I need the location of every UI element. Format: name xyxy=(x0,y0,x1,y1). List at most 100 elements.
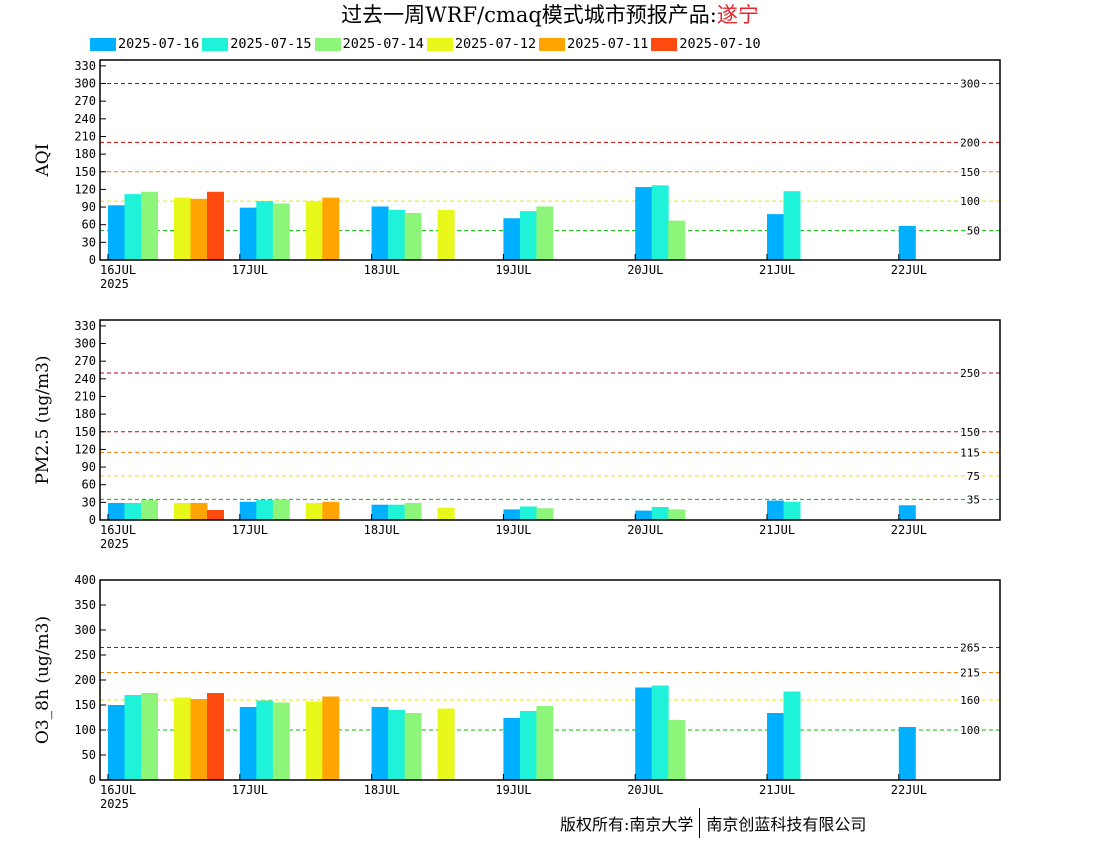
y-axis-label: O3_8h (ug/m3) xyxy=(33,616,53,744)
bar xyxy=(174,197,191,260)
bar xyxy=(305,201,323,260)
bar xyxy=(668,220,686,260)
y-axis-label: PM2.5 (ug/m3) xyxy=(33,355,53,484)
y-tick-label: 400 xyxy=(74,573,96,587)
copyright-right: 南京创蓝科技有限公司 xyxy=(706,815,867,834)
legend-label: 2025-07-14 xyxy=(342,36,424,52)
bar xyxy=(536,706,554,780)
plot-frame xyxy=(99,319,1001,521)
legend-swatch xyxy=(314,37,341,51)
bar xyxy=(767,214,784,260)
bar xyxy=(898,727,916,780)
x-tick-label: 17JUL xyxy=(232,783,268,797)
y-tick-label: 150 xyxy=(74,425,96,439)
legend-item: 2025-07-10 xyxy=(651,36,761,52)
bar xyxy=(108,205,125,260)
chart-title-prefix: 过去一周WRF/cmaq模式城市预报产品: xyxy=(341,3,717,27)
legend-item: 2025-07-16 xyxy=(90,36,199,52)
bar xyxy=(256,700,274,780)
bar xyxy=(190,699,208,780)
copyright: 版权所有:南京大学 南京创蓝科技有限公司 xyxy=(560,808,866,838)
y-tick-label: 60 xyxy=(82,218,96,232)
legend-item: 2025-07-15 xyxy=(202,36,312,52)
legend-swatch xyxy=(426,37,453,51)
y-tick-label: 300 xyxy=(74,337,96,351)
x-tick-label: 16JUL xyxy=(100,523,136,537)
x-tick-label: 22JUL xyxy=(891,523,927,537)
y-tick-label: 30 xyxy=(82,495,96,509)
legend-swatch xyxy=(90,37,116,51)
bar xyxy=(322,696,340,780)
legend-swatch xyxy=(651,37,678,51)
x-tick-label: 21JUL xyxy=(759,263,795,277)
threshold-label: 50 xyxy=(967,225,980,238)
y-tick-label: 90 xyxy=(82,200,96,214)
threshold-label: 265 xyxy=(960,642,980,655)
y-tick-label: 240 xyxy=(74,372,96,386)
y-tick-label: 300 xyxy=(74,623,96,637)
y-tick-label: 90 xyxy=(82,460,96,474)
threshold-label: 35 xyxy=(967,493,980,506)
bar xyxy=(898,505,916,520)
bar xyxy=(519,711,537,780)
bar xyxy=(536,206,554,260)
y-tick-label: 120 xyxy=(74,182,96,196)
legend-label: 2025-07-12 xyxy=(454,36,537,52)
x-tick-label: 20JUL xyxy=(627,783,663,797)
bar xyxy=(207,191,224,260)
bar xyxy=(388,210,406,260)
chart-title: 过去一周WRF/cmaq模式城市预报产品:遂宁 xyxy=(0,0,1100,30)
legend-item: 2025-07-14 xyxy=(314,36,424,52)
y-tick-label: 350 xyxy=(74,598,96,612)
x-tick-label: 16JUL xyxy=(100,263,136,277)
y-tick-label: 210 xyxy=(74,129,96,143)
x-tick-label: 19JUL xyxy=(495,263,531,277)
y-tick-label: 0 xyxy=(89,253,96,267)
bar xyxy=(272,499,290,520)
x-year-label: 2025 xyxy=(100,537,129,551)
x-tick-label: 17JUL xyxy=(232,523,268,537)
bar xyxy=(783,501,801,520)
bar xyxy=(239,501,257,520)
y-tick-label: 30 xyxy=(82,235,96,249)
bar xyxy=(239,207,257,260)
bar xyxy=(207,693,224,780)
threshold-label: 150 xyxy=(960,166,980,179)
threshold-label: 100 xyxy=(960,724,980,737)
bar xyxy=(108,705,125,780)
bar xyxy=(124,695,142,780)
bar xyxy=(371,504,389,520)
bar xyxy=(124,502,142,520)
bar xyxy=(651,507,669,520)
bar xyxy=(503,509,521,520)
y-tick-label: 180 xyxy=(74,407,96,421)
bar xyxy=(256,500,274,520)
x-tick-label: 21JUL xyxy=(759,783,795,797)
bar xyxy=(651,185,669,260)
x-tick-label: 20JUL xyxy=(627,523,663,537)
bar xyxy=(124,194,142,260)
bar xyxy=(767,500,784,520)
y-tick-label: 270 xyxy=(74,94,96,108)
bar xyxy=(141,693,158,780)
bar xyxy=(898,225,916,260)
x-tick-label: 21JUL xyxy=(759,523,795,537)
y-tick-label: 0 xyxy=(89,773,96,787)
y-tick-label: 120 xyxy=(74,442,96,456)
threshold-label: 215 xyxy=(960,667,980,680)
bar xyxy=(437,210,455,260)
bar xyxy=(190,502,208,520)
bar xyxy=(404,212,422,260)
legend-item: 2025-07-11 xyxy=(539,36,648,52)
x-tick-label: 19JUL xyxy=(495,523,531,537)
bar xyxy=(305,701,323,780)
y-tick-label: 60 xyxy=(82,478,96,492)
bar xyxy=(108,502,125,520)
threshold-label: 75 xyxy=(967,470,980,483)
bar xyxy=(503,718,521,780)
bar xyxy=(174,502,191,520)
legend-swatch xyxy=(539,37,566,51)
threshold-label: 250 xyxy=(960,367,980,380)
copyright-left: 版权所有:南京大学 xyxy=(560,815,694,834)
bar xyxy=(388,504,406,520)
